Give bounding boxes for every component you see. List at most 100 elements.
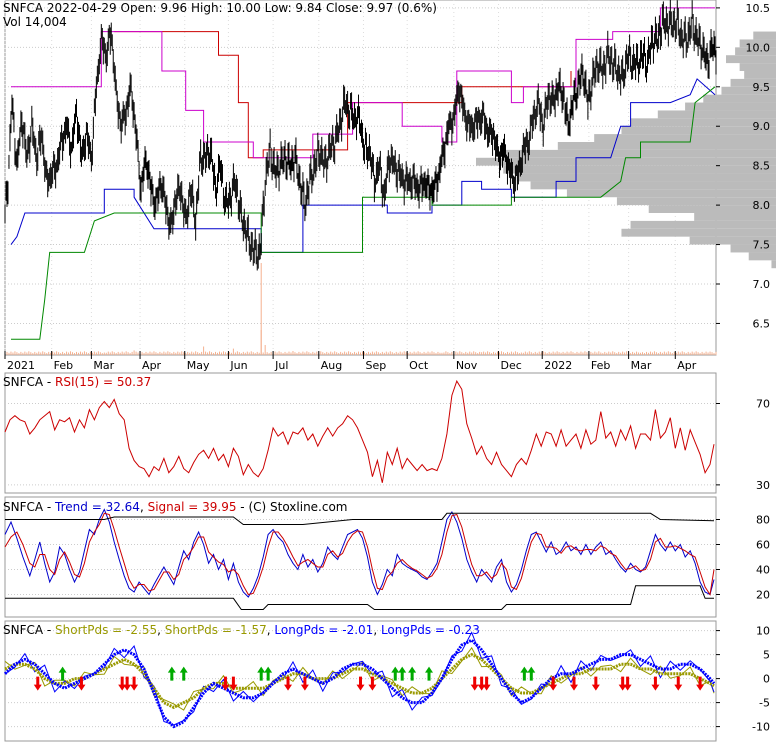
pds-lines (3, 631, 716, 729)
buy-arrow-icon (179, 666, 188, 681)
price-y-axis: 10.5 10.0 9.5 9.0 8.5 8.0 7.5 7.0 6.5 (716, 2, 771, 330)
y-tick-label: 8.0 (753, 199, 771, 212)
buy-arrow-icon (58, 666, 67, 681)
volume-profile-bar (566, 189, 776, 198)
volume-profile-bar (689, 236, 776, 245)
trend-lines (4, 508, 715, 610)
short-pds-thin-line (4, 646, 715, 711)
short-pds-line (4, 652, 715, 710)
x-tick-label: Mar (631, 359, 652, 372)
x-tick-label: Nov (456, 359, 478, 372)
pds-panel-frame (4, 620, 717, 742)
sell-arrow-icon (482, 676, 491, 691)
trend-series-signal (4, 512, 715, 596)
x-tick-label: Mar (93, 359, 114, 372)
long-pds-line (3, 638, 716, 729)
sell-arrow-icon (591, 676, 600, 691)
volume-profile-bar (476, 157, 776, 166)
price-panel: 10.5 10.0 9.5 9.0 8.5 8.0 7.5 7.0 6.5 2021 Feb Mar… (3, 0, 776, 372)
buy-arrow-icon (425, 666, 434, 681)
price-x-axis: 2021 Feb Mar Apr May Jun Jul Aug Sep Oct Nov Dec 202… (4, 351, 697, 372)
price-bars (4, 0, 717, 271)
y-tick-label: 9.5 (753, 81, 771, 94)
support-line-blue (10, 78, 716, 253)
sell-arrow-icon (300, 676, 309, 691)
sell-arrow-icon (123, 676, 132, 691)
x-tick-label: Aug (321, 359, 342, 372)
x-tick-label: Feb (54, 359, 73, 372)
y-tick-label: 30 (756, 479, 770, 492)
y-tick-label: -5 (759, 697, 770, 710)
volume-profile-bar (721, 86, 776, 95)
rsi-y-axis: 70 30 (716, 398, 770, 492)
sell-arrow-icon (130, 676, 139, 691)
sell-arrow-icon (368, 676, 377, 691)
sell-arrow-icon (221, 676, 230, 691)
volume-profile-bar (748, 252, 776, 261)
pds-signal-arrows (33, 666, 705, 691)
y-tick-label: 40 (756, 564, 770, 577)
price-title: SNFCA 2022-04-29 Open: 9.96 High: 10.00 … (3, 1, 437, 15)
sell-arrow-icon (33, 676, 42, 691)
trend-series-trend (4, 508, 715, 598)
y-tick-label: 9.0 (753, 120, 771, 133)
y-tick-label: -10 (752, 721, 770, 734)
x-tick-label: 2021 (7, 359, 35, 372)
rsi-panel-frame (4, 372, 717, 494)
trend-series-lower-band (5, 585, 714, 610)
rsi-panel: 70 30 SNFCA - RSI(15) = 50.37 (3, 372, 770, 494)
x-tick-label: Dec (501, 359, 522, 372)
volume-label: Vol 14,004 (3, 15, 67, 29)
volume-profile-bar (503, 165, 776, 174)
volume-profile-bar (726, 55, 776, 64)
y-tick-label: 10.0 (746, 41, 771, 54)
sell-arrow-icon (674, 676, 683, 691)
x-tick-label: Sep (365, 359, 386, 372)
sell-arrow-icon (623, 676, 632, 691)
sell-arrow-icon (356, 676, 365, 691)
sell-arrow-icon (651, 676, 660, 691)
y-tick-label: 7.0 (753, 278, 771, 291)
y-tick-label: 70 (756, 398, 770, 411)
y-tick-label: 10.5 (746, 2, 771, 15)
trend-legend: SNFCA - Trend = 32.64, Signal = 39.95 - … (3, 500, 348, 514)
volume-profile-bar (730, 78, 776, 87)
x-tick-label: Feb (591, 359, 610, 372)
buy-arrow-icon (257, 666, 266, 681)
rsi-line (4, 379, 715, 483)
y-tick-label: 8.5 (753, 160, 771, 173)
volume-profile-bar (621, 126, 776, 135)
sell-arrow-icon (549, 676, 558, 691)
x-tick-label: Jul (274, 359, 288, 372)
volume-profile-bar (694, 213, 776, 221)
y-tick-label: 0 (763, 673, 770, 686)
rsi-grid (5, 403, 716, 486)
sell-arrow-icon (470, 676, 479, 691)
buy-arrow-icon (520, 666, 529, 681)
sell-arrow-icon (569, 676, 578, 691)
rsi-legend: SNFCA - RSI(15) = 50.37 (3, 375, 151, 389)
volume-profile-bar (557, 142, 776, 150)
buy-arrow-icon (408, 666, 417, 681)
buy-arrow-icon (527, 666, 536, 681)
buy-arrow-icon (391, 666, 400, 681)
trend-panel-frame (4, 496, 717, 618)
volume-profile-bar (657, 110, 776, 119)
volume-bars (4, 263, 717, 355)
sell-arrow-icon (618, 676, 627, 691)
y-tick-label: 5 (763, 649, 770, 662)
volume-profile-bar (735, 47, 776, 56)
buy-arrow-icon (167, 666, 176, 681)
sell-arrow-icon (477, 676, 486, 691)
x-tick-label: May (187, 359, 210, 372)
resistance-line-red (114, 31, 572, 159)
volume-profile-bar (616, 197, 776, 206)
volume-profile-bar (648, 205, 776, 213)
volume-profile-bar (621, 228, 776, 237)
trend-y-axis: 80 60 40 20 (716, 514, 770, 602)
y-tick-label: 10 (756, 625, 770, 638)
y-tick-label: 80 (756, 514, 770, 527)
sell-arrow-icon (284, 676, 293, 691)
volume-profile-bar (594, 134, 776, 142)
resistance-line-magenta (11, 7, 715, 159)
